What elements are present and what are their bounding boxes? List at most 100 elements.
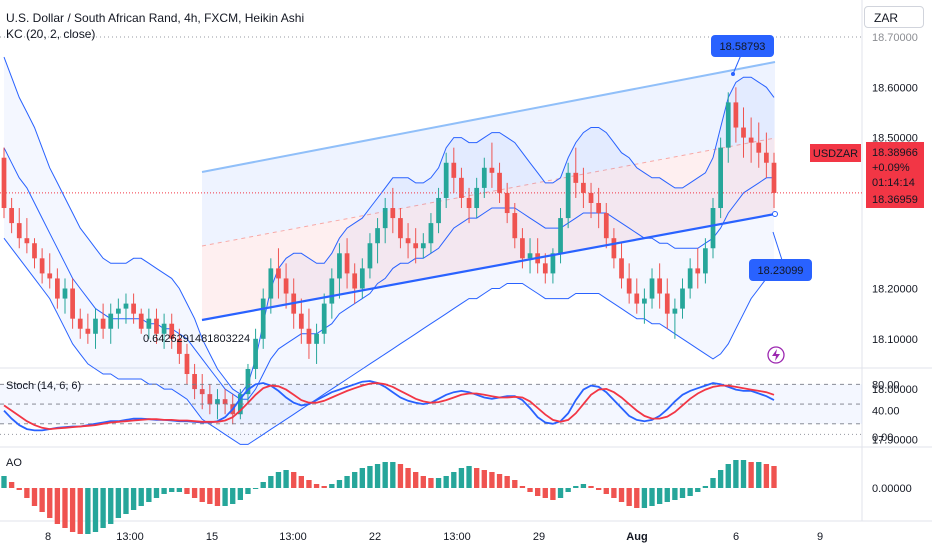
candle (459, 167, 464, 209)
ao-bar (176, 488, 183, 492)
candle-body (527, 253, 533, 259)
candle (664, 278, 670, 329)
candle (466, 187, 472, 224)
candle (596, 187, 602, 229)
channel-lower-line (201, 212, 776, 322)
candle-body (489, 167, 495, 173)
candle-body (169, 323, 175, 339)
ao-bar (557, 488, 564, 498)
candle-body (466, 197, 472, 209)
candle-body (367, 243, 373, 269)
currency-button[interactable]: ZAR (864, 6, 924, 28)
chart-title: U.S. Dollar / South African Rand, 4h, FX… (6, 11, 305, 25)
ao-bar (85, 488, 91, 534)
time-tick-label: 22 (369, 531, 381, 543)
callout-top-box (711, 35, 774, 57)
ao-bar (565, 488, 571, 492)
candle (581, 167, 586, 209)
candle-body (718, 147, 723, 209)
candle (741, 107, 746, 158)
candle (39, 248, 45, 284)
candle-body (207, 394, 213, 405)
candle-body (161, 323, 167, 334)
stoch-band-fill (0, 384, 862, 424)
candle (390, 187, 396, 234)
candle (634, 278, 640, 314)
candle (451, 147, 457, 193)
candle (70, 278, 75, 329)
candle (199, 374, 205, 410)
candle (573, 147, 579, 198)
ao-bar (413, 472, 419, 488)
price-tick-label: 18.20000 (872, 284, 918, 296)
ao-bar (275, 472, 282, 488)
candle-body (603, 213, 609, 239)
candle (115, 298, 121, 329)
ao-bar (260, 482, 266, 488)
candle-body (55, 278, 60, 299)
candle (626, 263, 632, 304)
ao-bar (725, 464, 731, 488)
ao-bar (618, 488, 625, 502)
candle (649, 268, 655, 309)
ao-bar (626, 488, 632, 506)
candle (512, 202, 518, 249)
candle (24, 218, 30, 254)
candle (710, 197, 716, 259)
candle-body (100, 318, 106, 329)
candle-body (428, 223, 434, 244)
ao-bar (374, 464, 381, 488)
candle-body (215, 399, 220, 405)
price-tick-label: 17.90000 (872, 434, 918, 446)
candle (192, 363, 197, 400)
candle (603, 202, 609, 249)
channel-upper-line (201, 61, 776, 173)
lightning-icon (772, 349, 780, 361)
ao-bar (31, 488, 38, 506)
candle-body (725, 102, 731, 148)
ao-bar (664, 488, 670, 502)
ao-bar (634, 488, 640, 508)
candle (489, 142, 495, 188)
ao-bar (16, 488, 22, 490)
candle (771, 152, 777, 209)
candle (1, 147, 7, 219)
keltner-fill (4, 57, 774, 445)
time-tick-label: Aug (626, 531, 647, 543)
candle-body (222, 399, 228, 405)
candle-body (680, 288, 685, 309)
candle (131, 293, 136, 324)
callout-top-value: 18.58793 (720, 41, 766, 53)
ao-bar (595, 488, 602, 490)
candle (55, 268, 60, 309)
candle-body (504, 192, 510, 214)
candle-body (695, 268, 701, 274)
candle (405, 223, 411, 259)
ao-bar (763, 464, 770, 488)
candle (527, 238, 533, 274)
candle-body (558, 218, 563, 254)
candle-body (359, 268, 365, 289)
candle (588, 182, 594, 219)
ao-bar (641, 488, 648, 508)
ao-bar (756, 462, 762, 488)
candle-body (664, 293, 670, 314)
ao-bar (519, 486, 526, 488)
ao-bar (161, 488, 167, 494)
candle (176, 328, 182, 364)
candle (542, 253, 548, 284)
candle (367, 233, 373, 279)
channel-mid-line (201, 137, 776, 247)
ao-bar (108, 488, 114, 524)
ao-bar (458, 468, 465, 488)
candle (32, 238, 37, 269)
candle-body (390, 208, 396, 219)
candle (47, 253, 53, 289)
candle-body (581, 182, 586, 193)
candle (62, 278, 68, 314)
candle-body (62, 288, 68, 299)
candle-body (756, 142, 762, 153)
candle (413, 228, 419, 264)
candle-body (138, 313, 144, 329)
